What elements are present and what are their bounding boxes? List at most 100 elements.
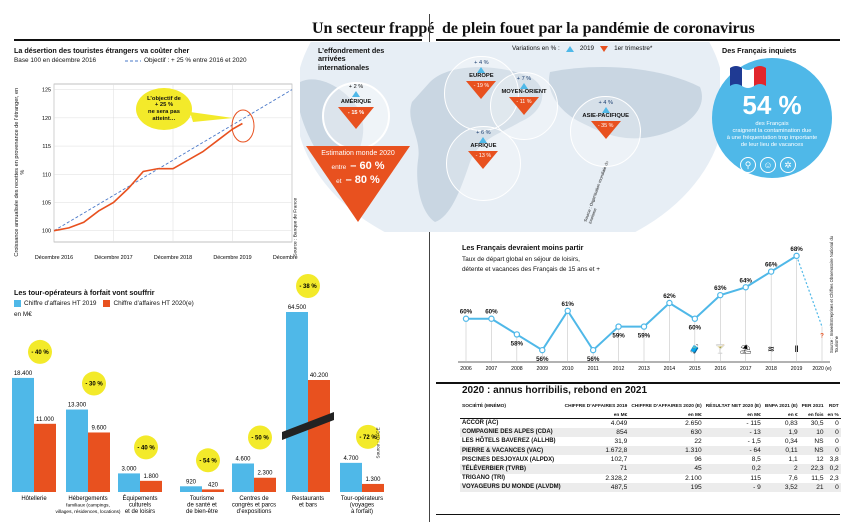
- category-label: d’expositions: [237, 509, 272, 515]
- depart-value-label: 59%: [612, 333, 625, 340]
- bar-2019-label: 4.700: [343, 456, 359, 462]
- company-name: ACCOR (AC): [462, 420, 499, 427]
- region-2019: + 4 %: [474, 60, 489, 66]
- callout-line-3: ne sera pas: [148, 109, 180, 115]
- cocktail-icon: 🍸: [715, 343, 726, 355]
- table-cell: 4.049: [610, 419, 628, 427]
- rule-top-right: [436, 39, 840, 41]
- depart-value-label: ?: [820, 333, 824, 340]
- inquiets-text-2: craignent la contamination due: [732, 127, 812, 134]
- legend-up-triangle: [565, 45, 574, 52]
- desertion-xtick: Décembre 2018: [154, 255, 192, 261]
- inquiets-text: des Français craignent la contamination …: [712, 121, 832, 149]
- table-cell: - 115: [746, 419, 761, 427]
- category-label: Centres de: [239, 496, 269, 502]
- inquiets-text-1: des Français: [755, 121, 789, 127]
- table-row: LES HÔTELS BAVEREZ (ALLHB) 31,9 22 - 1,5 0,3…: [460, 437, 841, 446]
- table-cell: - 1,5: [747, 437, 761, 445]
- table-cell: 21: [799, 482, 826, 492]
- depart-value-label: 64%: [740, 277, 753, 284]
- table-cell: 2.650: [685, 419, 702, 427]
- umbrella-icon: ⛱: [740, 344, 751, 355]
- table-cell: 0: [835, 437, 839, 445]
- variation-bubble: [196, 448, 220, 473]
- table-title: 2020 : annus horribilis, rebond en 2021: [462, 385, 648, 396]
- company-name: PISCINES DESJOYAUX (ALPDX): [462, 456, 555, 463]
- table-cell: NS: [814, 437, 824, 445]
- desertion-base: Base 100 en décembre 2016: [14, 57, 97, 64]
- estimation-line-2: et – 80 %: [318, 174, 398, 186]
- variation-bubble: [134, 435, 158, 460]
- callout-line-2: + 25 %: [154, 102, 174, 109]
- bar-2019: [286, 312, 308, 492]
- bar-2019: [180, 486, 202, 492]
- desertion-ylabel: Croissance annualisée des recettes en pr…: [13, 87, 26, 257]
- region-down-triangle: [466, 81, 497, 99]
- table-cell: 3,8: [829, 456, 839, 464]
- category-label: Tour-opérateurs: [341, 496, 383, 502]
- desertion-xtick: Décembre 2019: [213, 255, 251, 261]
- desertion-objectif-text: Objectif : + 25 % entre 2016 et 2020: [144, 57, 247, 64]
- bar-2019: [232, 463, 254, 492]
- category-label: congrès et parcs: [232, 503, 276, 509]
- to-title: Les tour-opérateurs à forfait vont souff…: [14, 288, 155, 297]
- bar-2019: [118, 473, 140, 492]
- depart-value-label: 68%: [790, 246, 803, 253]
- amerique-label: AMÉRIQUE: [340, 99, 372, 105]
- depart-point: [666, 299, 673, 307]
- table-row: TRIGANO (TRI) 2.328,2 2.100 115 7,6 11,5 2,3: [460, 474, 841, 483]
- depart-value-label: 58%: [511, 340, 524, 347]
- headline-left: Un secteur frappé: [312, 20, 435, 37]
- variations-legend: Variations en % : 2019 1er trimestre*: [512, 45, 652, 52]
- depart-point: [488, 315, 495, 322]
- axis-break: [282, 412, 334, 440]
- category-label: Restaurants: [292, 496, 324, 502]
- table-cell: 195: [629, 482, 704, 492]
- depart-value-label: 59%: [638, 333, 651, 340]
- table-unit: en %: [825, 409, 841, 419]
- to-unit: en M€: [14, 311, 32, 318]
- depart-xtick: 2013: [638, 366, 650, 372]
- bar-2020-label: 1.300: [365, 477, 381, 483]
- bar-2019-label: 920: [186, 479, 197, 485]
- table-cell: 1.310: [629, 445, 704, 456]
- table-row: PISCINES DESJOYAUX (ALPDX) 102,7 96 8,5 1,1 1…: [460, 455, 841, 464]
- table-unit: en M€: [562, 409, 630, 419]
- depart-xtick: 2017: [740, 366, 752, 372]
- bar-2020-label: 2.300: [257, 471, 273, 477]
- depart-value-label: 61%: [562, 301, 575, 308]
- table-cell: 0: [825, 482, 841, 492]
- desertion-ytick: 115: [42, 144, 51, 150]
- category-label: (voyages: [350, 503, 374, 509]
- table-cell: 2: [762, 464, 800, 474]
- bar-2019-label: 18.400: [14, 371, 33, 377]
- table-cell: 0: [835, 419, 839, 427]
- region-up-triangle: [479, 137, 488, 143]
- rule-table-bottom: [436, 514, 840, 515]
- depart-point: [589, 346, 597, 354]
- depart-point: [539, 346, 546, 354]
- to-chart: 18.400 11.000 - 40 % Hôtellerie 13.300 9.600 -…: [12, 274, 384, 515]
- category-label: Hôtellerie: [21, 496, 47, 502]
- category-label: à forfait): [351, 509, 373, 515]
- region-up-triangle: [477, 67, 486, 73]
- legend-down-triangle: [600, 45, 609, 52]
- recettes-line: [53, 122, 243, 232]
- table-cell: 7,6: [788, 474, 798, 482]
- variation-label: - 72 %: [359, 435, 377, 441]
- amerique-2019: + 2 %: [348, 84, 364, 90]
- bar-2019-label: 3.000: [121, 466, 137, 472]
- estimation-line-1: entre – 60 %: [318, 160, 398, 172]
- desertion-ytick: 105: [42, 201, 51, 207]
- table-cell: 854: [562, 427, 630, 437]
- table-cell: 0,11: [762, 445, 800, 456]
- table-header: RDT: [828, 404, 839, 410]
- category-label: villages, résidences, locations): [55, 509, 120, 515]
- depart-value-label: 63%: [714, 285, 727, 292]
- depart-sub2: détente et vacances des Français de 15 a…: [462, 266, 601, 273]
- table-cell: 0: [825, 427, 841, 437]
- amerique-down-triangle: [338, 107, 374, 129]
- depart-source-wrap: Source : Insee/Entreprises et Chiffres O…: [829, 232, 839, 353]
- region-up-shape: [520, 83, 528, 89]
- bar-2020: [308, 380, 330, 492]
